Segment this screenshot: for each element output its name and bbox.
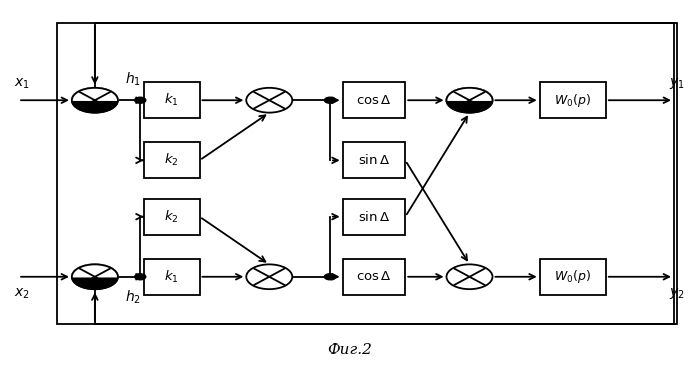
Text: $x_2$: $x_2$ [14,287,29,301]
Bar [343,143,405,178]
Text: $y_1$: $y_1$ [670,76,685,91]
Text: $\cos\Delta$: $\cos\Delta$ [356,94,391,107]
Circle shape [72,88,118,113]
Bar [144,143,199,178]
Text: $\sin\Delta$: $\sin\Delta$ [358,153,390,167]
Text: $h_2$: $h_2$ [125,289,141,306]
Bar [343,83,405,118]
Circle shape [72,264,118,289]
Bar [144,83,199,118]
Bar [144,259,199,294]
Text: $k_2$: $k_2$ [164,208,179,225]
Circle shape [324,274,336,280]
Text: $\cos\Delta$: $\cos\Delta$ [356,270,391,283]
Text: $W_0(p)$: $W_0(p)$ [554,92,591,109]
Circle shape [246,264,292,289]
Bar [540,83,606,118]
Bar [343,199,405,234]
Text: $\sin\Delta$: $\sin\Delta$ [358,210,390,224]
Bar [540,259,606,294]
Circle shape [246,88,292,113]
Text: $k_1$: $k_1$ [164,269,179,285]
Bar [144,199,199,234]
Wedge shape [447,88,493,100]
Circle shape [447,264,493,289]
Text: $W_0(p)$: $W_0(p)$ [554,268,591,285]
Circle shape [447,88,493,113]
Circle shape [135,274,146,280]
Text: $k_1$: $k_1$ [164,92,179,108]
Text: $x_1$: $x_1$ [14,76,29,90]
Circle shape [135,97,146,103]
Bar [57,23,677,324]
Text: Фиг.2: Фиг.2 [327,343,372,357]
Text: $y_2$: $y_2$ [670,286,685,301]
Bar [343,259,405,294]
Circle shape [324,97,336,103]
Text: $k_2$: $k_2$ [164,152,179,169]
Wedge shape [72,88,118,100]
Wedge shape [72,264,118,277]
Text: $h_1$: $h_1$ [125,71,141,88]
